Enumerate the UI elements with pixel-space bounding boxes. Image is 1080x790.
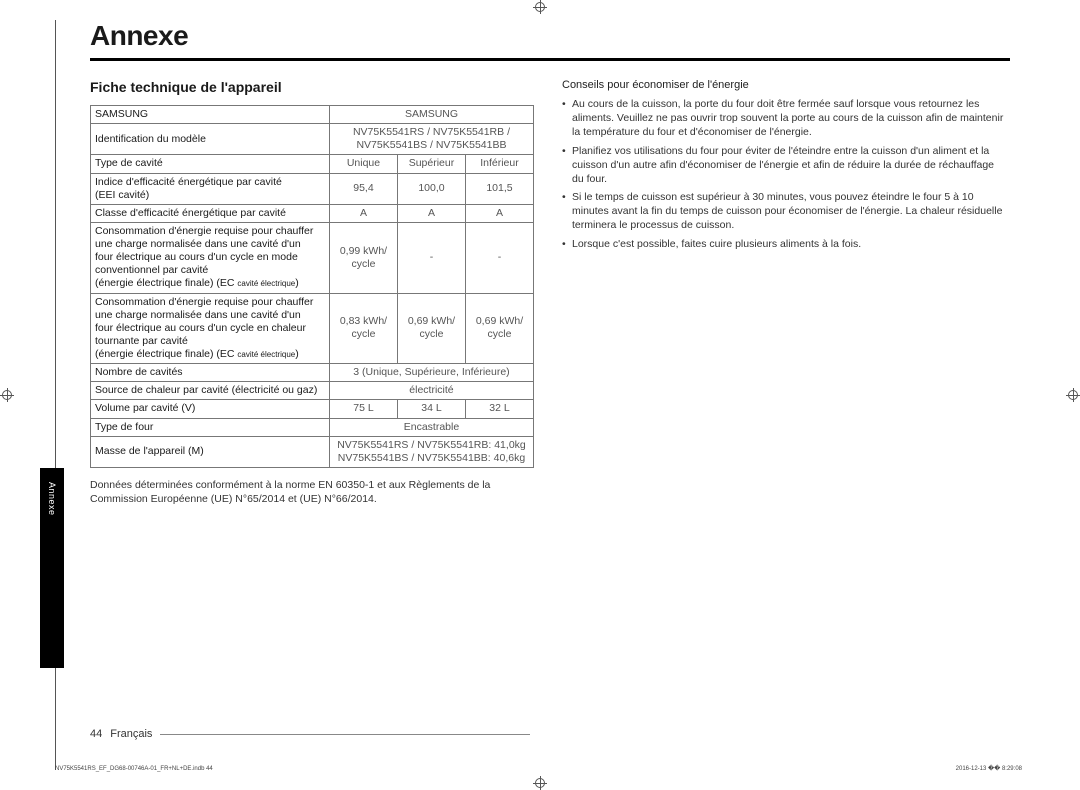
cell-label: Consommation d'énergie requise pour chau… bbox=[91, 293, 330, 364]
left-column: Fiche technique de l'appareil SAMSUNG SA… bbox=[90, 79, 534, 506]
cell-label: Identification du modèle bbox=[91, 124, 330, 155]
cell-value: 32 L bbox=[465, 400, 533, 418]
table-row: Volume par cavité (V) 75 L 34 L 32 L bbox=[91, 400, 534, 418]
page-content: Annexe Fiche technique de l'appareil SAM… bbox=[90, 20, 1010, 760]
table-row: Type de four Encastrable bbox=[91, 418, 534, 436]
cell-value: Inférieur bbox=[465, 155, 533, 173]
footer-page-number: 44 bbox=[90, 728, 102, 740]
cell-label: Source de chaleur par cavité (électricit… bbox=[91, 382, 330, 400]
cell-value: électricité bbox=[329, 382, 533, 400]
list-item: Si le temps de cuisson est supérieur à 3… bbox=[562, 190, 1006, 233]
cell-value: 0,69 kWh/cycle bbox=[397, 293, 465, 364]
list-item: Planifiez vos utilisations du four pour … bbox=[562, 144, 1006, 187]
cell-value: - bbox=[397, 222, 465, 293]
tips-list: Au cours de la cuisson, la porte du four… bbox=[562, 97, 1006, 251]
table-row: Masse de l'appareil (M) NV75K5541RS / NV… bbox=[91, 436, 534, 467]
cell-value: A bbox=[397, 204, 465, 222]
table-row: Nombre de cavités 3 (Unique, Supérieure,… bbox=[91, 364, 534, 382]
side-tab: Annexe bbox=[40, 468, 64, 668]
cell-label: Type de cavité bbox=[91, 155, 330, 173]
table-row: Indice d'efficacité énergétique par cavi… bbox=[91, 173, 534, 204]
spec-table: SAMSUNG SAMSUNG Identification du modèle… bbox=[90, 105, 534, 468]
cell-label: SAMSUNG bbox=[91, 106, 330, 124]
title-rule bbox=[90, 58, 1010, 61]
cell-value: 3 (Unique, Supérieure, Inférieure) bbox=[329, 364, 533, 382]
cell-value: 101,5 bbox=[465, 173, 533, 204]
list-item: Lorsque c'est possible, faites cuire plu… bbox=[562, 237, 1006, 251]
cell-label: Masse de l'appareil (M) bbox=[91, 436, 330, 467]
footer-language: Français bbox=[110, 728, 152, 740]
table-row: Identification du modèle NV75K5541RS / N… bbox=[91, 124, 534, 155]
tips-subhead: Conseils pour économiser de l'énergie bbox=[562, 79, 1006, 91]
cell-label: Nombre de cavités bbox=[91, 364, 330, 382]
right-column: Conseils pour économiser de l'énergie Au… bbox=[562, 79, 1006, 506]
cell-label: Classe d'efficacité énergétique par cavi… bbox=[91, 204, 330, 222]
footnote: Données déterminées conformément à la no… bbox=[90, 478, 534, 506]
cell-value: NV75K5541RS / NV75K5541RB / NV75K5541BS … bbox=[329, 124, 533, 155]
cell-value: 100,0 bbox=[397, 173, 465, 204]
cell-value: SAMSUNG bbox=[329, 106, 533, 124]
cell-label: Consommation d'énergie requise pour chau… bbox=[91, 222, 330, 293]
cell-value: A bbox=[329, 204, 397, 222]
list-item: Au cours de la cuisson, la porte du four… bbox=[562, 97, 1006, 140]
print-meta-right: 2016-12-13 �� 8:29:08 bbox=[956, 765, 1022, 772]
cell-value: Supérieur bbox=[397, 155, 465, 173]
cell-value: 0,69 kWh/cycle bbox=[465, 293, 533, 364]
crop-mark-bottom bbox=[535, 778, 545, 788]
section-heading: Fiche technique de l'appareil bbox=[90, 79, 534, 95]
print-meta-left: NV75K5541RS_EF_DG68-00746A-01_FR+NL+DE.i… bbox=[55, 766, 213, 772]
table-row: Consommation d'énergie requise pour chau… bbox=[91, 293, 534, 364]
cell-label: Indice d'efficacité énergétique par cavi… bbox=[91, 173, 330, 204]
page-title: Annexe bbox=[90, 20, 1010, 52]
cell-label: Volume par cavité (V) bbox=[91, 400, 330, 418]
cell-value: 95,4 bbox=[329, 173, 397, 204]
table-row: Type de cavité Unique Supérieur Inférieu… bbox=[91, 155, 534, 173]
cell-value: 0,99 kWh/cycle bbox=[329, 222, 397, 293]
crop-mark-right bbox=[1068, 390, 1078, 400]
cell-value: 34 L bbox=[397, 400, 465, 418]
table-row: Source de chaleur par cavité (électricit… bbox=[91, 382, 534, 400]
cell-label: Type de four bbox=[91, 418, 330, 436]
cell-value: 0,83 kWh/cycle bbox=[329, 293, 397, 364]
table-row: Classe d'efficacité énergétique par cavi… bbox=[91, 204, 534, 222]
crop-mark-left bbox=[2, 390, 12, 400]
cell-value: Encastrable bbox=[329, 418, 533, 436]
cell-value: NV75K5541RS / NV75K5541RB: 41,0kg NV75K5… bbox=[329, 436, 533, 467]
footer-rule bbox=[160, 734, 530, 735]
cell-value: A bbox=[465, 204, 533, 222]
cell-value: - bbox=[465, 222, 533, 293]
cell-value: 75 L bbox=[329, 400, 397, 418]
table-row: Consommation d'énergie requise pour chau… bbox=[91, 222, 534, 293]
crop-mark-top bbox=[535, 2, 545, 12]
table-row: SAMSUNG SAMSUNG bbox=[91, 106, 534, 124]
cell-value: Unique bbox=[329, 155, 397, 173]
page-footer: 44 Français bbox=[90, 728, 530, 740]
